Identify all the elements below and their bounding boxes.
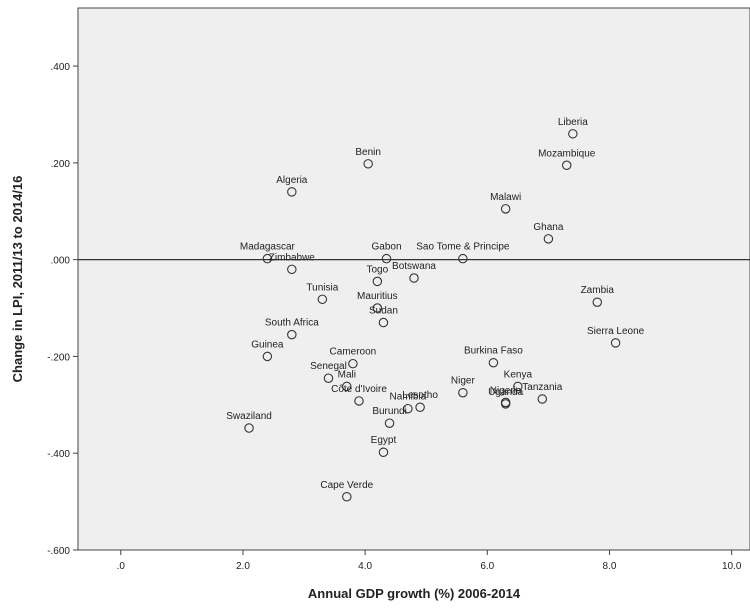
x-tick-label: .0 (117, 561, 126, 572)
x-tick-label: 8.0 (603, 561, 617, 572)
data-point (403, 403, 413, 414)
point-label: Gabon (371, 242, 401, 253)
data-point (415, 402, 425, 412)
point-label: Lesotho (402, 390, 438, 401)
data-point (378, 317, 389, 328)
point-label: Namibia (390, 392, 427, 403)
data-point (500, 204, 511, 214)
point-label: Benin (355, 147, 381, 158)
data-point (592, 297, 603, 307)
data-point (372, 276, 383, 287)
point-label: Zambia (581, 285, 615, 296)
point-label: Senegal (310, 361, 347, 372)
y-tick-label: .400 (51, 62, 71, 73)
point-label: Zimbabwe (269, 252, 316, 263)
data-point (378, 447, 389, 457)
data-point (287, 264, 297, 275)
point-label: South Africa (265, 318, 319, 329)
point-label: Tunisia (306, 282, 338, 293)
data-point (513, 381, 523, 392)
data-point (381, 253, 392, 264)
point-label: Egypt (371, 435, 397, 446)
data-point (287, 187, 297, 197)
point-label: Swaziland (226, 411, 272, 422)
data-point (384, 418, 395, 428)
point-label: Cape Verde (320, 480, 373, 491)
data-point (348, 358, 358, 369)
point-label: Niger (451, 376, 476, 387)
data-point (458, 253, 468, 264)
point-label: Ghana (533, 222, 563, 233)
data-point (363, 159, 373, 169)
point-label: Sao Tome & Principe (416, 242, 510, 253)
data-point (537, 394, 548, 404)
point-label: Togo (367, 264, 389, 275)
y-tick-label: -.400 (47, 449, 70, 460)
point-label: Cameroon (330, 347, 377, 358)
x-tick-label: 2.0 (236, 561, 250, 572)
y-axis-title: Change in LPI, 2011/13 to 2014/16 (10, 176, 25, 383)
point-label: Liberia (558, 117, 588, 128)
point-label: Burkina Faso (464, 346, 523, 357)
y-tick-label: -.600 (47, 546, 70, 557)
data-point (568, 129, 578, 139)
data-point (317, 294, 328, 305)
point-label: Tanzania (522, 382, 562, 393)
data-point (458, 387, 468, 398)
data-point (244, 423, 254, 433)
y-tick-label: -.200 (47, 352, 70, 363)
point-label: Sudan (369, 306, 398, 317)
point-label: Kenya (504, 369, 533, 380)
data-point (262, 253, 273, 264)
point-label: Mauritius (357, 291, 398, 302)
data-point (323, 373, 334, 383)
point-label: Mozambique (538, 148, 596, 159)
point-label: Nigeria (490, 385, 522, 396)
x-tick-label: 4.0 (358, 561, 372, 572)
point-label: Botswana (392, 261, 436, 272)
point-label: Madagascar (240, 242, 296, 253)
x-tick-label: 6.0 (480, 561, 494, 572)
x-axis-title: Annual GDP growth (%) 2006-2014 (308, 586, 521, 601)
point-label: Mali (338, 369, 356, 380)
y-tick-label: .200 (51, 159, 71, 170)
y-tick-label: .000 (51, 256, 71, 267)
data-point (500, 399, 511, 409)
data-point (354, 396, 364, 406)
point-label: Uganda (488, 387, 523, 398)
point-label: Sierra Leone (587, 326, 645, 337)
point-label: Malawi (490, 192, 521, 203)
data-point (561, 160, 572, 171)
point-label: Algeria (276, 175, 308, 186)
point-label: Burundi (372, 406, 406, 417)
data-point (287, 329, 297, 340)
data-point (543, 234, 554, 244)
plot-area (77, 7, 750, 551)
data-point (342, 381, 352, 392)
data-point (342, 492, 352, 502)
data-point (409, 273, 419, 283)
point-label: Côte d'Ivoire (331, 384, 387, 395)
data-point (610, 338, 621, 348)
data-point (488, 357, 499, 368)
data-points: Liberia Mozambique Benin Algeria Malawi Ghana… (226, 117, 645, 502)
axis-ticks: .0 2.0 4.0 6.0 8.0 10.0 .400 .200 .000 -.200 -.400… (47, 62, 742, 572)
data-point (372, 303, 383, 313)
x-tick-label: 10.0 (722, 561, 742, 572)
point-label: Guinea (251, 339, 284, 350)
data-point (262, 351, 273, 362)
